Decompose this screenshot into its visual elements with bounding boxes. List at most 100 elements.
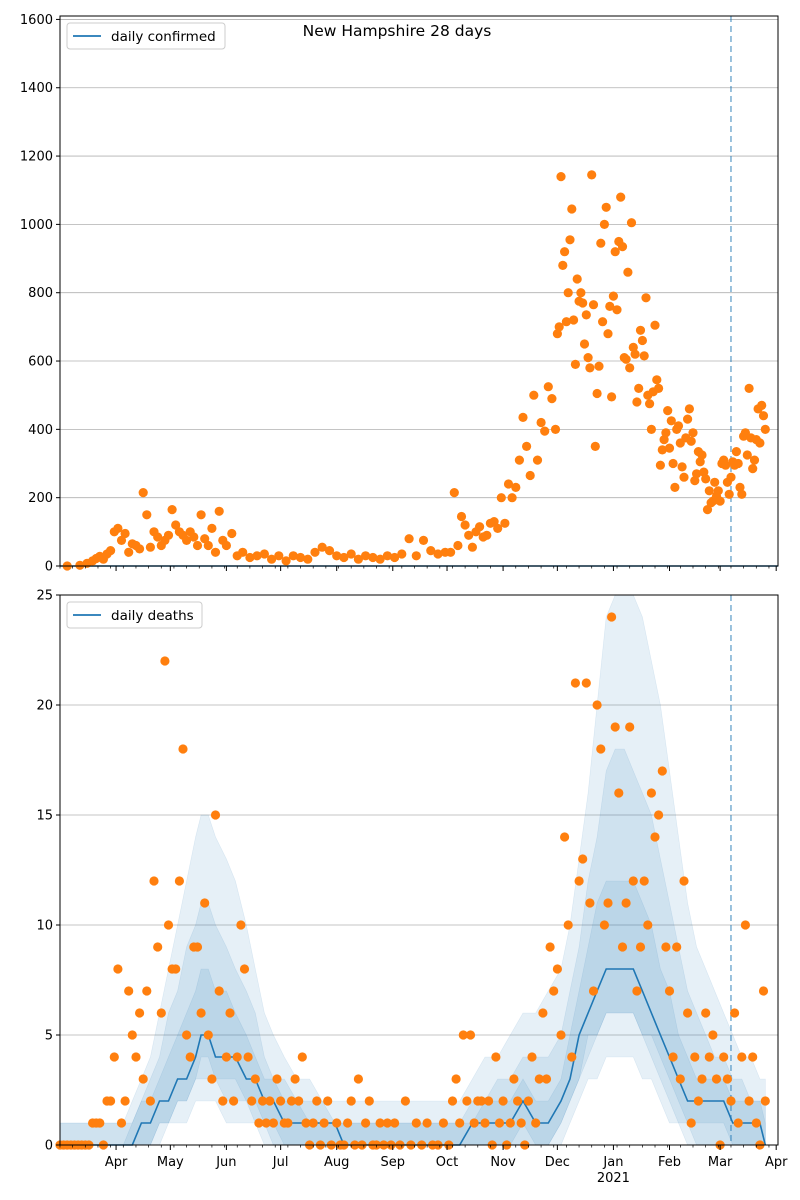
data-point — [686, 436, 696, 446]
data-point — [686, 1118, 696, 1128]
data-point — [227, 528, 237, 539]
data-point — [581, 678, 591, 688]
data-point — [390, 552, 400, 563]
data-point — [570, 678, 581, 688]
data-point — [254, 1118, 264, 1128]
data-point — [297, 1052, 307, 1062]
data-point — [261, 1118, 271, 1128]
data-point — [447, 1096, 458, 1106]
legend-label: daily confirmed — [111, 29, 216, 45]
data-point — [583, 353, 593, 363]
data-point — [735, 482, 745, 492]
data-point — [323, 1096, 333, 1106]
y-tick-label: 10 — [36, 919, 53, 934]
data-point — [632, 986, 642, 996]
data-point — [294, 1096, 304, 1106]
data-point — [547, 394, 557, 404]
data-point — [655, 460, 666, 470]
x-tick-label: Jan — [602, 1155, 623, 1170]
data-point — [475, 522, 485, 532]
data-point — [258, 1096, 268, 1106]
data-point — [711, 1074, 722, 1084]
data-point — [288, 551, 298, 561]
data-point — [426, 546, 436, 556]
data-point — [650, 832, 660, 842]
data-point — [153, 942, 163, 952]
data-point — [617, 242, 628, 252]
data-point — [563, 920, 573, 930]
data-point — [646, 424, 657, 434]
data-point — [596, 238, 606, 248]
data-point — [268, 1118, 278, 1128]
x-tick-label: Mar — [708, 1155, 733, 1170]
data-point — [203, 1030, 213, 1040]
deaths-legend: daily deaths — [66, 601, 203, 629]
data-point — [214, 506, 224, 516]
x-tick-label: Apr — [105, 1155, 128, 1170]
data-point — [498, 1096, 508, 1106]
data-point — [368, 552, 378, 563]
data-point — [654, 810, 664, 820]
data-point — [124, 547, 134, 557]
data-point — [587, 170, 597, 180]
data-point — [124, 986, 134, 996]
data-point — [742, 450, 752, 460]
data-point — [438, 1118, 448, 1128]
data-point — [312, 1096, 322, 1106]
data-point — [192, 942, 203, 952]
data-point — [657, 766, 667, 776]
data-point — [536, 417, 546, 428]
data-point — [585, 363, 595, 373]
data-point — [250, 1074, 260, 1084]
data-point — [623, 267, 633, 277]
data-point — [210, 810, 221, 820]
data-point — [719, 1052, 729, 1062]
data-point — [554, 322, 564, 332]
data-point — [229, 1096, 239, 1106]
data-point — [446, 547, 456, 557]
data-point — [545, 942, 555, 952]
data-point — [207, 523, 217, 534]
deaths-x-axis: Apr May Jun Jul Aug Sep Oct Nov Dec Jan Feb Mar Apr 2… — [59, 1145, 788, 1186]
data-point — [236, 920, 246, 930]
data-point — [683, 414, 693, 424]
confirmed-gridlines — [60, 19, 778, 567]
data-point — [482, 530, 492, 540]
confirmed-points — [62, 170, 770, 571]
data-point — [693, 1096, 704, 1106]
y-tick-label: 25 — [36, 589, 53, 604]
data-point — [672, 942, 682, 952]
confirmed-legend: daily confirmed — [66, 22, 226, 50]
x-tick-label: Feb — [658, 1155, 681, 1170]
data-point — [688, 428, 698, 438]
data-point — [697, 1074, 707, 1084]
data-point — [343, 1118, 353, 1128]
data-point — [578, 854, 588, 864]
data-point — [635, 325, 646, 335]
data-point — [455, 1118, 465, 1128]
data-point — [174, 876, 184, 886]
data-point — [513, 1096, 523, 1106]
data-point — [540, 426, 550, 436]
x-tick-label: Apr — [765, 1155, 788, 1170]
data-point — [661, 942, 671, 952]
data-point — [476, 1096, 486, 1106]
y-tick-label: 0 — [45, 1139, 53, 1154]
data-point — [458, 1030, 468, 1040]
data-point — [541, 1074, 552, 1084]
data-point — [135, 1008, 145, 1018]
data-point — [641, 293, 651, 303]
data-point — [518, 412, 528, 422]
data-point — [464, 530, 474, 540]
y-tick-label: 400 — [28, 423, 53, 438]
data-point — [612, 305, 622, 315]
data-point — [308, 1118, 318, 1128]
data-point — [353, 1074, 363, 1084]
data-point — [185, 1052, 195, 1062]
data-point — [522, 441, 532, 451]
data-point — [710, 477, 720, 487]
data-point — [138, 488, 148, 498]
data-point — [683, 1008, 693, 1018]
data-point — [465, 1030, 476, 1040]
data-point — [75, 560, 85, 570]
